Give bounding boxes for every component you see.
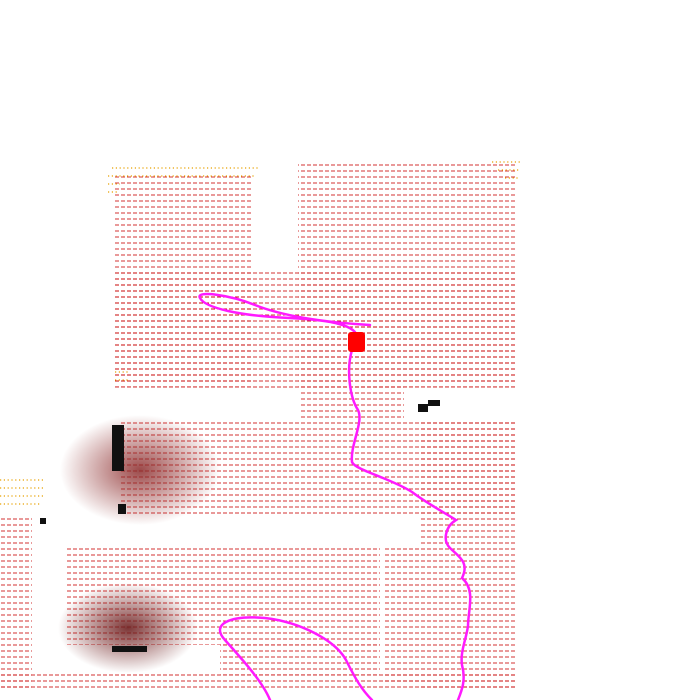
obstacle [40, 518, 46, 524]
robot-marker [348, 332, 365, 352]
obstacle [418, 404, 428, 412]
obstacle [112, 425, 124, 471]
potential-shading [58, 415, 220, 673]
obstacle [428, 400, 440, 406]
frontier-top-left [108, 167, 258, 193]
shade-middle-left [60, 415, 220, 525]
passage-lower [220, 640, 380, 675]
field-regions [0, 162, 516, 692]
frontier-left-mid [0, 479, 45, 505]
right-strip-lower [385, 545, 421, 685]
left-strip [0, 515, 32, 690]
frontier-top-right [492, 161, 520, 179]
trajectory [198, 292, 472, 700]
frontier-dots [0, 161, 520, 505]
trajectory-path [218, 616, 374, 700]
shade-lower-left [58, 583, 198, 673]
obstacles [40, 400, 440, 652]
corridor-upper [115, 270, 515, 388]
obstacle [112, 646, 147, 652]
obstacle [118, 504, 126, 514]
room-lower-right [420, 418, 516, 688]
trajectory-path [198, 292, 472, 700]
